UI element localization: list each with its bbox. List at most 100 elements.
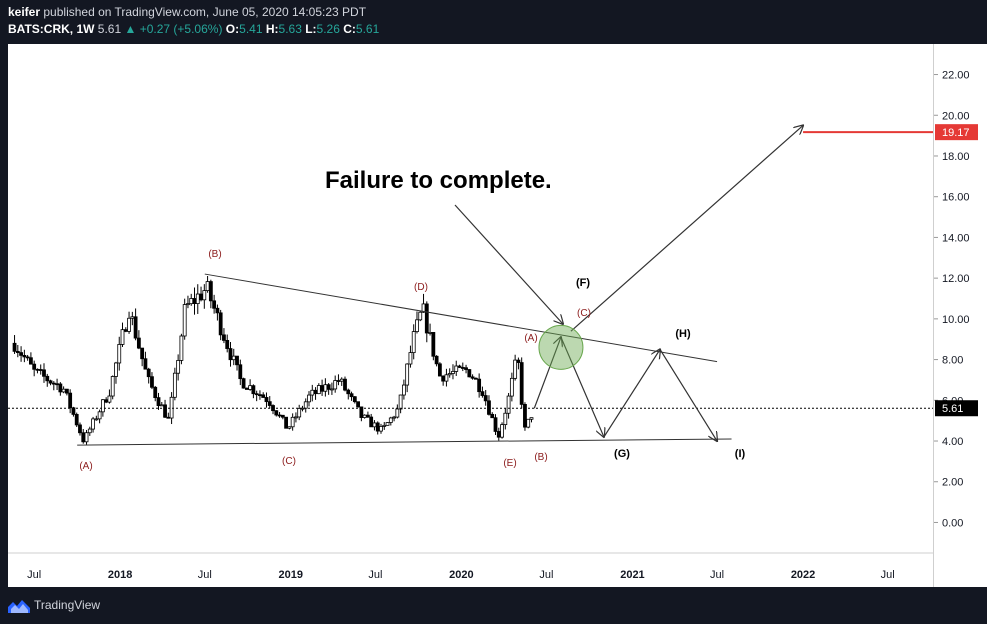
candle-body — [225, 340, 230, 349]
wave-label-c1: (C) — [282, 456, 296, 467]
candle-body — [238, 364, 243, 380]
candle-body — [100, 399, 105, 413]
candle-body — [189, 298, 194, 305]
candle-body — [153, 386, 158, 399]
publish-info: published on TradingView.com, June 05, 2… — [43, 5, 367, 19]
price-axis[interactable]: 22.0020.0018.0016.0014.0012.0010.008.006… — [933, 44, 987, 587]
candle-body — [45, 375, 50, 382]
candle-body — [107, 395, 112, 403]
x-tick-label: 2020 — [449, 569, 473, 581]
candle-body — [362, 414, 367, 418]
symbol-label[interactable]: BATS:CRK, 1W — [8, 22, 95, 36]
y-tick-label: 12.00 — [942, 273, 970, 285]
candle-body — [140, 347, 145, 360]
candle-body — [431, 332, 436, 357]
wave-label-d1: (D) — [414, 282, 428, 293]
time-axis[interactable]: Jul 2018 Jul 2019 Jul 2020 Jul 2021 Jul 2022 Jul — [8, 552, 933, 587]
x-tick-label: 2021 — [620, 569, 644, 581]
wave-label-g: (G) — [614, 448, 630, 460]
candle-body — [42, 369, 46, 377]
candle-body — [15, 350, 20, 353]
y-tick-label: 0.00 — [942, 517, 963, 529]
open-value: 5.41 — [239, 22, 263, 36]
candle-body — [464, 367, 468, 370]
footer-brand[interactable]: TradingView — [34, 598, 101, 612]
open-label: O: — [225, 22, 240, 36]
candle-body — [339, 378, 344, 382]
x-tick-label: 2019 — [279, 569, 303, 581]
candle-body — [248, 385, 253, 390]
candle-body — [470, 376, 475, 379]
candle-body — [55, 383, 59, 386]
candle-body — [22, 354, 27, 358]
time-axis-background — [8, 553, 933, 587]
candle-body — [228, 348, 233, 361]
up-arrow-icon: ▲ — [124, 22, 137, 36]
candle-body — [349, 393, 354, 398]
price-candles — [12, 275, 534, 445]
footer: TradingView — [0, 587, 987, 624]
candle-body — [241, 378, 246, 389]
candle-body — [398, 394, 403, 410]
close-label: C: — [343, 22, 356, 36]
candle-body — [447, 373, 452, 376]
wave-label-c2: (C) — [577, 308, 591, 319]
triangle-upper-trendline — [204, 273, 718, 363]
price-axis-svg[interactable]: 22.0020.0018.0016.0014.0012.0010.008.006… — [934, 44, 987, 587]
candle-body — [280, 414, 285, 418]
candle-body — [336, 380, 341, 382]
candle-body — [32, 363, 37, 370]
candle-body — [496, 431, 501, 438]
triangle-lower-trendline — [77, 438, 732, 446]
y-tick-label: 10.00 — [942, 314, 970, 326]
candle-body — [401, 384, 406, 396]
wave-label-b2: (B) — [534, 452, 547, 463]
candle-body — [294, 416, 298, 419]
annotation-title: Failure to complete. — [325, 167, 552, 194]
candle-body — [460, 367, 465, 369]
chart-svg[interactable]: Failure to complete. (A) (B) (C) (D) (E) (A) (B… — [8, 44, 933, 587]
candle-body — [91, 418, 95, 430]
candle-body — [25, 356, 30, 359]
annotation-pointer-arrow — [454, 204, 563, 324]
candle-body — [186, 303, 190, 306]
candle-body — [506, 395, 511, 414]
candle-body — [408, 352, 413, 365]
wave-label-f: (F) — [576, 277, 590, 289]
candle-body — [29, 357, 33, 365]
chart-plot-area[interactable]: Failure to complete. (A) (B) (C) (D) (E) (A) (B… — [8, 44, 933, 587]
candle-body — [38, 369, 43, 371]
y-tick-label: 8.00 — [942, 355, 963, 367]
candle-body — [493, 417, 498, 432]
x-tick-label: Jul — [710, 569, 724, 581]
author-name[interactable]: keifer — [8, 5, 41, 19]
candle-body — [519, 362, 524, 405]
last-price-tag-box — [935, 400, 978, 417]
candle-body — [267, 401, 272, 406]
change-text: +0.27 (+5.06%) — [139, 22, 223, 36]
candle-body — [212, 300, 217, 309]
candle-body — [382, 424, 387, 427]
candle-body — [457, 365, 462, 368]
candle-body — [418, 311, 423, 321]
y-tick-label: 2.00 — [942, 477, 963, 489]
y-tick-label: 20.00 — [942, 110, 970, 122]
candle-body — [182, 304, 187, 337]
candle-body — [222, 334, 226, 341]
candle-body — [434, 355, 439, 365]
candle-body — [297, 408, 302, 418]
candle-body — [352, 396, 357, 403]
candle-body — [303, 401, 308, 409]
candle-body — [202, 290, 207, 301]
candle-body — [372, 422, 377, 428]
candle-body — [264, 397, 269, 403]
candle-body — [437, 363, 442, 377]
drawing-layer: Failure to complete. (A) (B) (C) (D) (E) (A) (B… — [8, 125, 933, 472]
tradingview-logo-icon[interactable] — [8, 599, 30, 613]
candle-body — [136, 337, 141, 349]
chart-header: keifer published on TradingView.com, Jun… — [0, 0, 987, 44]
candle-body — [64, 388, 69, 394]
candle-body — [467, 369, 472, 378]
low-value: 5.26 — [316, 22, 340, 36]
candle-body — [313, 389, 318, 395]
